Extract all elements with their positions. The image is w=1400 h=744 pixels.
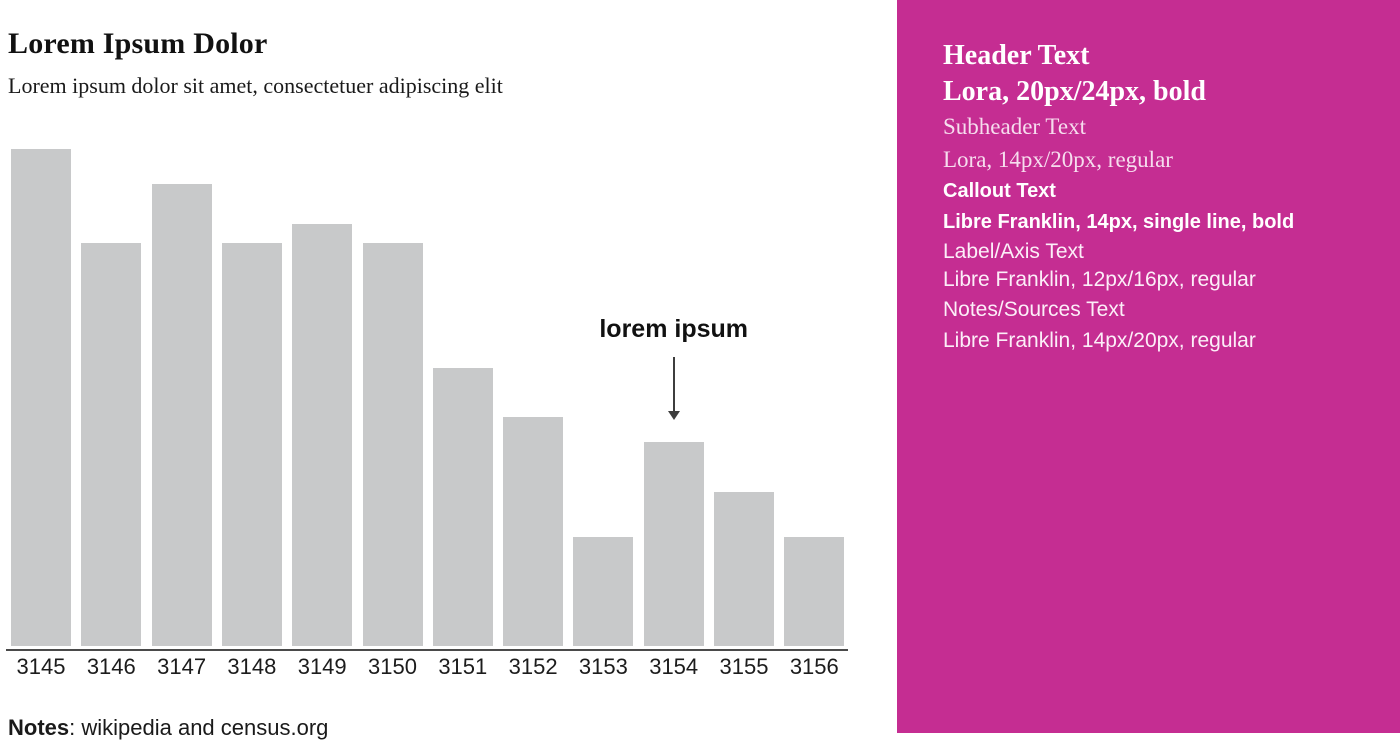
x-tick-label: 3151 — [438, 654, 488, 679]
x-tick-label: 3154 — [649, 654, 699, 679]
x-tick-label: 3155 — [719, 654, 769, 679]
chart-subtitle: Lorem ipsum dolor sit amet, consectetuer… — [8, 73, 503, 98]
chart-notes-label: Notes — [8, 715, 70, 740]
bar-3151 — [432, 368, 493, 646]
callout-arrow-icon — [672, 357, 675, 411]
x-tick-label: 3149 — [297, 654, 347, 679]
spec-notes-sources: Notes/Sources Text Libre Franklin, 14px/2… — [943, 294, 1364, 356]
spec-callout-line2: Libre Franklin, 14px, single line, bold — [943, 211, 1295, 233]
bar-3146 — [81, 243, 142, 646]
spec-label-axis: Label/Axis Text Libre Franklin, 12px/16px… — [943, 238, 1364, 294]
spec-subheader-line2: Lora, 14px/20px, regular — [943, 147, 1173, 172]
x-tick-label: 3145 — [16, 654, 66, 679]
spec-header-line2: Lora, 20px/24px, bold — [943, 76, 1206, 107]
x-tick-label: 3148 — [227, 654, 277, 679]
bar-3155 — [714, 492, 774, 646]
spec-notes-sources-line2: Libre Franklin, 14px/20px, regular — [943, 329, 1256, 352]
bar-3147 — [151, 184, 212, 646]
spec-label-axis-line2: Libre Franklin, 12px/16px, regular — [943, 268, 1256, 291]
bar-3154 — [643, 442, 704, 646]
spec-notes-sources-line1: Notes/Sources Text — [943, 298, 1125, 321]
spec-header-line1: Header Text — [943, 40, 1090, 71]
x-tick-label: 3152 — [508, 654, 558, 679]
spec-label-axis-line1: Label/Axis Text — [943, 240, 1084, 263]
callout-arrowhead-icon — [667, 411, 680, 420]
x-tick-label: 3150 — [368, 654, 417, 679]
spec-subheader-line1: Subheader Text — [943, 114, 1086, 139]
bar-chart: 3145 3146 3147 3148 3149 3150 3151 3152 3153 3154… — [6, 149, 848, 679]
bar-3152 — [503, 417, 564, 646]
bar-3153 — [573, 537, 634, 646]
bar-3150 — [362, 243, 423, 646]
bar-3145 — [11, 149, 71, 646]
chart-title: Lorem Ipsum Dolor — [8, 27, 268, 60]
spec-callout-line1: Callout Text — [943, 180, 1056, 202]
x-tick-label: 3147 — [157, 654, 207, 679]
bar-3148 — [221, 243, 282, 646]
spec-subheader: Subheader Text Lora, 14px/20px, regular — [943, 110, 1364, 176]
callout-annotation: lorem ipsum — [599, 315, 749, 343]
chart-notes-text: : wikipedia and census.org — [69, 715, 329, 740]
bar-3149 — [292, 224, 353, 646]
spec-callout: Callout Text Libre Franklin, 14px, single… — [943, 176, 1364, 238]
x-tick-label: 3146 — [86, 654, 136, 679]
spec-header: Header Text Lora, 20px/24px, bold — [943, 38, 1364, 110]
chart-notes: Notes: wikipedia and census.org — [8, 714, 328, 743]
bar-3156 — [784, 537, 845, 646]
typography-spec-panel: Header Text Lora, 20px/24px, bold Subhead… — [897, 0, 1400, 733]
x-axis-line — [6, 649, 848, 651]
x-tick-label: 3156 — [789, 654, 839, 679]
x-tick-label: 3153 — [578, 654, 628, 679]
